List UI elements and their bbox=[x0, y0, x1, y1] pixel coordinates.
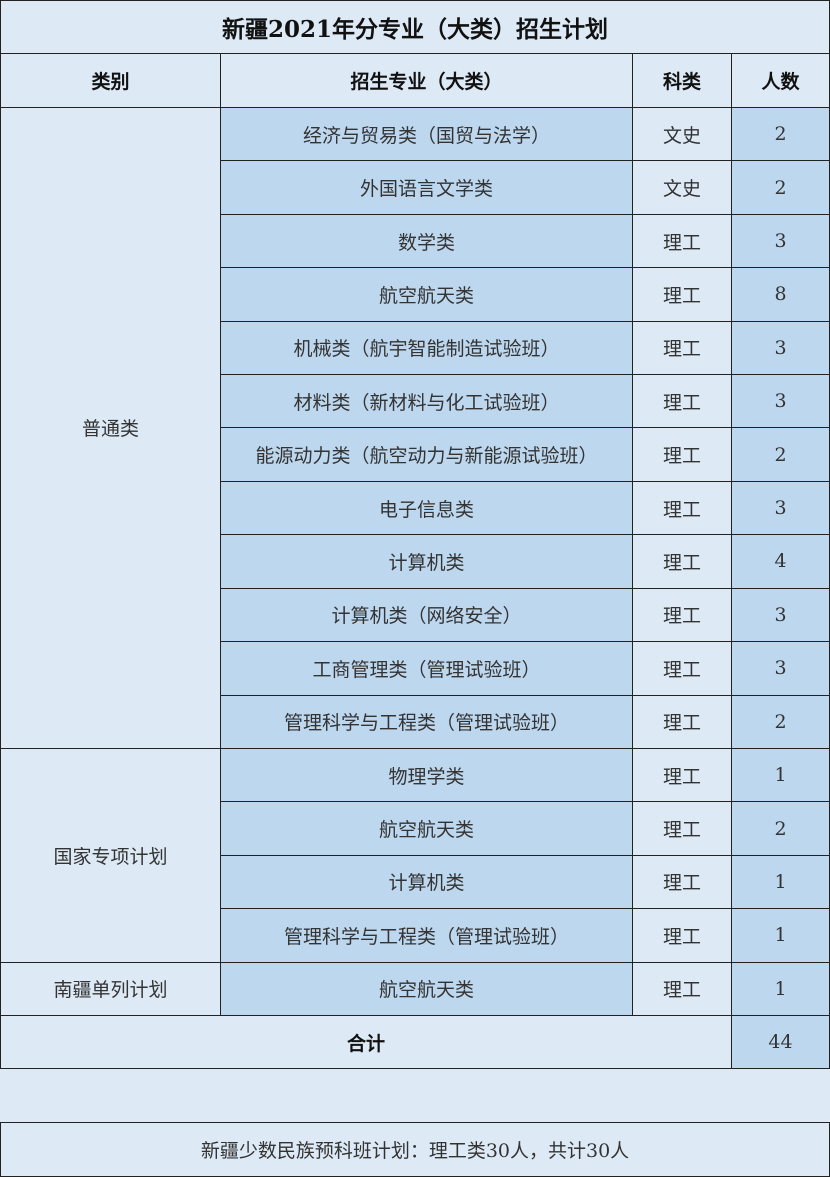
count-cell: 3 bbox=[731, 374, 830, 429]
major-cell: 航空航天类 bbox=[220, 961, 633, 1016]
subject-cell: 理工 bbox=[632, 641, 732, 696]
major-cell: 数学类 bbox=[220, 213, 633, 269]
major-cell: 经济与贸易类（国贸与法学） bbox=[220, 107, 633, 162]
major-cell: 工商管理类（管理试验班） bbox=[220, 641, 633, 696]
subject-cell: 理工 bbox=[632, 587, 732, 643]
subject-cell: 理工 bbox=[632, 694, 732, 749]
header-subject: 科类 bbox=[632, 53, 732, 108]
major-cell: 航空航天类 bbox=[220, 267, 633, 322]
header-count: 人数 bbox=[731, 53, 830, 108]
subject-cell: 文史 bbox=[632, 107, 732, 162]
header-category: 类别 bbox=[0, 53, 221, 108]
footer-note: 新疆少数民族预科班计划：理工类30人，共计30人 bbox=[0, 1122, 830, 1177]
subject-cell: 文史 bbox=[632, 160, 732, 215]
major-cell: 计算机类 bbox=[220, 534, 633, 589]
subject-cell: 理工 bbox=[632, 534, 732, 589]
major-cell: 计算机类 bbox=[220, 854, 633, 910]
count-cell: 3 bbox=[731, 213, 830, 269]
count-cell: 3 bbox=[731, 480, 830, 536]
count-cell: 1 bbox=[731, 961, 830, 1016]
subject-cell: 理工 bbox=[632, 747, 732, 803]
major-cell: 外国语言文学类 bbox=[220, 160, 633, 215]
page-title: 新疆2021年分专业（大类）招生计划 bbox=[0, 0, 830, 54]
major-cell: 航空航天类 bbox=[220, 801, 633, 856]
count-cell: 1 bbox=[731, 747, 830, 803]
subject-cell: 理工 bbox=[632, 480, 732, 536]
total-value: 44 bbox=[731, 1015, 830, 1069]
major-cell: 计算机类（网络安全） bbox=[220, 587, 633, 643]
subject-cell: 理工 bbox=[632, 854, 732, 910]
count-cell: 2 bbox=[731, 107, 830, 162]
count-cell: 3 bbox=[731, 641, 830, 696]
count-cell: 8 bbox=[731, 267, 830, 322]
count-cell: 3 bbox=[731, 587, 830, 643]
count-cell: 2 bbox=[731, 694, 830, 749]
count-cell: 3 bbox=[731, 320, 830, 376]
header-major: 招生专业（大类） bbox=[220, 53, 633, 108]
category-cell: 国家专项计划 bbox=[0, 747, 221, 963]
major-cell: 管理科学与工程类（管理试验班） bbox=[220, 694, 633, 749]
major-cell: 材料类（新材料与化工试验班） bbox=[220, 374, 633, 429]
subject-cell: 理工 bbox=[632, 320, 732, 376]
subject-cell: 理工 bbox=[632, 267, 732, 322]
major-cell: 物理学类 bbox=[220, 747, 633, 803]
count-cell: 1 bbox=[731, 908, 830, 963]
major-cell: 电子信息类 bbox=[220, 480, 633, 536]
count-cell: 2 bbox=[731, 801, 830, 856]
subject-cell: 理工 bbox=[632, 374, 732, 429]
category-cell: 南疆单列计划 bbox=[0, 961, 221, 1016]
subject-cell: 理工 bbox=[632, 801, 732, 856]
major-cell: 机械类（航宇智能制造试验班） bbox=[220, 320, 633, 376]
total-label: 合计 bbox=[0, 1015, 732, 1069]
subject-cell: 理工 bbox=[632, 961, 732, 1016]
subject-cell: 理工 bbox=[632, 908, 732, 963]
count-cell: 2 bbox=[731, 160, 830, 215]
count-cell: 2 bbox=[731, 427, 830, 482]
subject-cell: 理工 bbox=[632, 427, 732, 482]
category-cell: 普通类 bbox=[0, 107, 221, 749]
count-cell: 4 bbox=[731, 534, 830, 589]
major-cell: 管理科学与工程类（管理试验班） bbox=[220, 908, 633, 963]
count-cell: 1 bbox=[731, 854, 830, 910]
subject-cell: 理工 bbox=[632, 213, 732, 269]
major-cell: 能源动力类（航空动力与新能源试验班） bbox=[220, 427, 633, 482]
